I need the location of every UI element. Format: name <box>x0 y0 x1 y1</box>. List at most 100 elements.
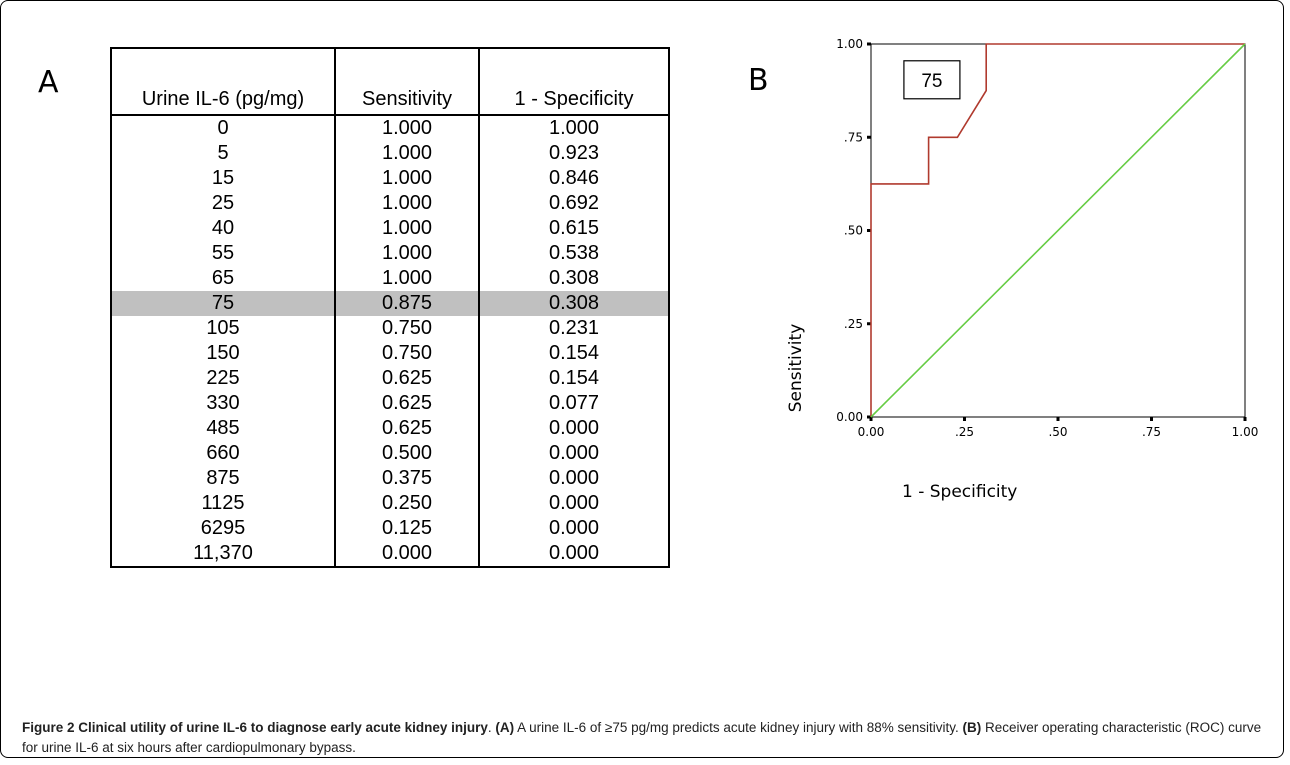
cell-sensitivity: 1.000 <box>334 166 479 191</box>
cell-specificity: 0.538 <box>478 241 669 266</box>
cell-sensitivity: 0.375 <box>334 466 479 491</box>
caption-part-a-label: (A) <box>495 720 515 735</box>
cell-urine-il6: 150 <box>206 342 240 364</box>
caption-part-b-label: (B) <box>962 720 982 735</box>
caption-part-b-text: Receiver operating characteristic (ROC) … <box>22 720 1262 755</box>
table-row: 0 1.000 1.000 <box>111 115 669 141</box>
table-row: 105 0.750 0.231 <box>111 316 669 341</box>
table-row: 6295 0.125 0.000 <box>111 516 669 541</box>
x-tick-label: .75 <box>1142 425 1161 439</box>
cell-specificity: 0.923 <box>478 141 669 166</box>
cell-urine-il6: 11,370 <box>193 542 253 564</box>
cell-specificity: 0.000 <box>478 541 669 567</box>
cell-urine-il6: 55 <box>211 242 235 264</box>
caption-separator: . <box>487 720 496 735</box>
cell-sensitivity: 0.125 <box>334 516 479 541</box>
table-row: 15 1.000 0.846 <box>111 166 669 191</box>
table-body: 0 1.000 1.000 5 1.000 0.923 15 1.000 0.846 25 1.00… <box>111 115 669 567</box>
table-row: 55 1.000 0.538 <box>111 241 669 266</box>
cell-specificity: 0.692 <box>478 191 669 216</box>
cell-specificity: 0.000 <box>478 516 669 541</box>
table-row: 11,370 0.000 0.000 <box>111 541 669 567</box>
cell-sensitivity: 0.750 <box>334 316 479 341</box>
y-axis-label: Sensitivity <box>786 324 806 413</box>
table-row: 65 1.000 0.308 <box>111 266 669 291</box>
reference-line <box>870 43 1246 418</box>
table-header-row: Urine IL-6 (pg/mg) Sensitivity 1 - Speci… <box>111 48 669 116</box>
cell-urine-il6: 6295 <box>200 517 246 539</box>
header-urine-il6: Urine IL-6 (pg/mg) <box>111 48 335 116</box>
caption-figure-label: Figure 2 Clinical utility of urine IL-6 … <box>22 720 488 735</box>
cell-specificity: 0.000 <box>478 466 669 491</box>
cell-urine-il6: 0 <box>217 117 229 139</box>
table-row: 330 0.625 0.077 <box>111 391 669 416</box>
cell-specificity: 0.000 <box>478 491 669 516</box>
table-row: 225 0.625 0.154 <box>111 366 669 391</box>
cell-urine-il6: 1125 <box>201 492 245 514</box>
cell-specificity: 0.000 <box>478 441 669 466</box>
cell-specificity: 0.308 <box>478 266 669 291</box>
chart-axes: 0.00 .25 .50 .75 1.00 0.00 .25 .50 .75 1.00 <box>836 37 1258 439</box>
cell-sensitivity: 1.000 <box>334 115 479 141</box>
y-tick-label: .25 <box>844 317 863 331</box>
y-tick-label: .50 <box>844 224 863 238</box>
cell-specificity: 0.077 <box>478 391 669 416</box>
cell-urine-il6: 485 <box>206 417 240 439</box>
header-sensitivity: Sensitivity <box>334 48 479 116</box>
cell-urine-il6: 75 <box>111 291 335 316</box>
cell-sensitivity: 1.000 <box>334 141 479 166</box>
cell-specificity: 0.308 <box>478 291 669 316</box>
x-axis-label: 1 - Specificity <box>902 482 1017 502</box>
table-row: 485 0.625 0.000 <box>111 416 669 441</box>
cell-urine-il6: 875 <box>206 467 240 489</box>
roc-chart: 0.00 .25 .50 .75 1.00 0.00 .25 .50 .75 1.00 75 1 … <box>786 37 1258 502</box>
panel-a-label: A <box>38 65 59 100</box>
table-row: 660 0.500 0.000 <box>111 441 669 466</box>
chart-lines <box>870 43 1246 418</box>
y-tick-label: 0.00 <box>836 410 863 424</box>
roc-curve <box>870 43 1245 417</box>
cell-urine-il6: 15 <box>211 167 235 189</box>
x-tick-label: 0.00 <box>858 425 885 439</box>
annotation-label: 75 <box>921 71 942 92</box>
cell-sensitivity: 1.000 <box>334 191 479 216</box>
cell-sensitivity: 1.000 <box>334 216 479 241</box>
cell-urine-il6: 105 <box>206 317 240 339</box>
cell-urine-il6: 25 <box>211 192 235 214</box>
cell-sensitivity: 0.250 <box>334 491 479 516</box>
x-tick-label: .25 <box>955 425 974 439</box>
cell-urine-il6: 660 <box>206 442 240 464</box>
table-row: 150 0.750 0.154 <box>111 341 669 366</box>
cell-urine-il6: 225 <box>206 367 240 389</box>
cell-urine-il6: 5 <box>217 142 229 164</box>
y-tick-label: .75 <box>844 130 863 144</box>
cell-sensitivity: 0.625 <box>334 416 479 441</box>
cell-sensitivity: 0.625 <box>334 391 479 416</box>
cell-specificity: 0.615 <box>478 216 669 241</box>
cell-urine-il6: 40 <box>211 217 235 239</box>
table-row: 40 1.000 0.615 <box>111 216 669 241</box>
roc-table: Urine IL-6 (pg/mg) Sensitivity 1 - Speci… <box>110 47 670 568</box>
x-tick-label: 1.00 <box>1232 425 1259 439</box>
table-row: 1125 0.250 0.000 <box>111 491 669 516</box>
cell-sensitivity: 1.000 <box>334 266 479 291</box>
cell-specificity: 0.000 <box>478 416 669 441</box>
cell-sensitivity: 1.000 <box>334 241 479 266</box>
cell-specificity: 1.000 <box>478 115 669 141</box>
panel-b-label: B <box>748 63 769 98</box>
cell-specificity: 0.231 <box>478 316 669 341</box>
table-row: 5 1.000 0.923 <box>111 141 669 166</box>
cell-sensitivity: 0.625 <box>334 366 479 391</box>
cell-sensitivity: 0.500 <box>334 441 479 466</box>
cell-sensitivity: 0.875 <box>334 291 479 316</box>
table-row: 25 1.000 0.692 <box>111 191 669 216</box>
caption-part-a-text: A urine IL-6 of ≥75 pg/mg predicts acute… <box>514 720 963 735</box>
table-row: 75 0.875 0.308 <box>111 291 669 316</box>
figure-caption: Figure 2 Clinical utility of urine IL-6 … <box>22 718 1267 758</box>
cell-urine-il6: 330 <box>206 392 240 414</box>
cell-sensitivity: 0.750 <box>334 341 479 366</box>
cell-urine-il6: 65 <box>211 267 235 289</box>
cell-specificity: 0.154 <box>478 366 669 391</box>
chart-annotation: 75 <box>903 60 961 100</box>
